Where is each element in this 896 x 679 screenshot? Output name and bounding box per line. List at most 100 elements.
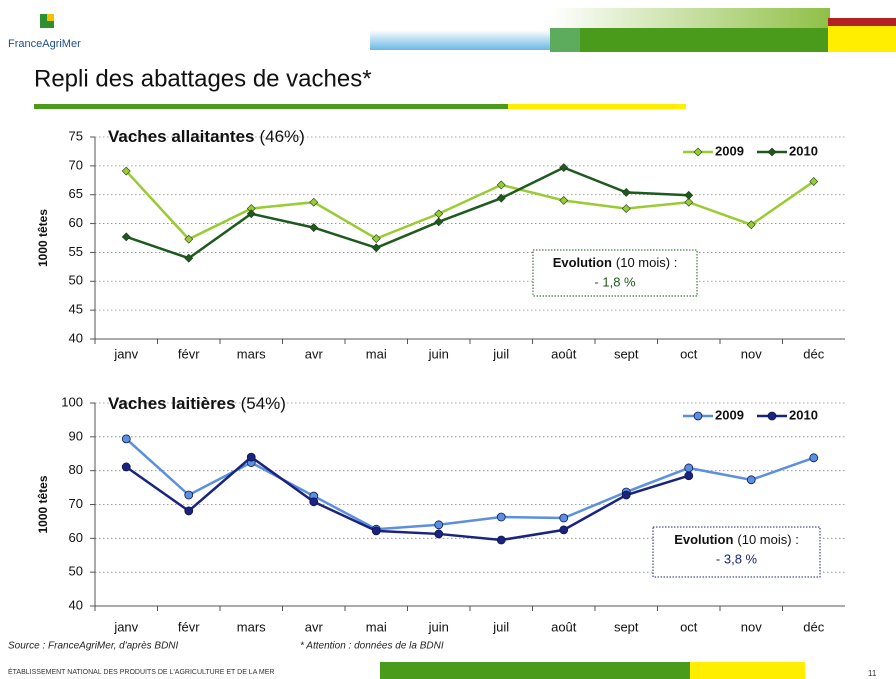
legend-marker bbox=[693, 411, 703, 421]
x-tick-label: avr bbox=[305, 619, 324, 634]
series-line bbox=[125, 437, 815, 531]
page-number: 11 bbox=[868, 669, 877, 678]
chart-title: Vaches laitières (54%) bbox=[108, 394, 286, 413]
annotation-box bbox=[532, 249, 698, 297]
marker bbox=[621, 490, 631, 500]
x-tick-label: juin bbox=[428, 346, 449, 361]
deco-bar bbox=[828, 18, 896, 26]
y-tick-label: 50 bbox=[69, 273, 83, 288]
deco-bar bbox=[580, 28, 828, 52]
y-tick-label: 45 bbox=[69, 302, 83, 317]
x-tick-label: janv bbox=[113, 346, 138, 361]
deco-bar bbox=[370, 30, 550, 50]
title-underline bbox=[508, 104, 686, 109]
legend-label: 2010 bbox=[789, 407, 818, 422]
marker bbox=[371, 234, 381, 244]
marker bbox=[559, 163, 569, 173]
chart-title-main: Vaches laitières bbox=[108, 394, 236, 413]
chart-title-share: (46%) bbox=[259, 127, 304, 146]
marker bbox=[121, 232, 131, 242]
x-tick-label: mars bbox=[237, 346, 266, 361]
marker bbox=[559, 525, 569, 535]
marker bbox=[184, 490, 194, 500]
marker bbox=[684, 463, 694, 473]
marker bbox=[309, 223, 319, 233]
marker bbox=[371, 243, 381, 253]
marker bbox=[559, 196, 569, 205]
legend-marker bbox=[693, 147, 703, 157]
legend-label: 2010 bbox=[789, 143, 818, 158]
y-tick-label: 40 bbox=[69, 330, 83, 345]
deco-bar bbox=[550, 8, 830, 28]
x-tick-label: mai bbox=[366, 619, 387, 634]
logo-text: FranceAgriMer bbox=[8, 38, 81, 50]
marker bbox=[434, 529, 444, 539]
marker bbox=[246, 209, 256, 219]
annotation-detail: (10 mois) : bbox=[616, 255, 677, 270]
legend-marker bbox=[767, 411, 777, 421]
marker bbox=[434, 217, 444, 227]
y-tick-label: 70 bbox=[69, 157, 83, 172]
marker bbox=[434, 520, 444, 530]
marker bbox=[684, 190, 694, 200]
marker bbox=[746, 475, 756, 485]
x-tick-label: févr bbox=[178, 346, 200, 361]
y-tick-label: 75 bbox=[69, 128, 83, 143]
marker bbox=[621, 204, 631, 213]
source-note: Source : FranceAgriMer, d'après BDNI bbox=[8, 641, 179, 652]
footer-bar bbox=[380, 662, 690, 679]
y-tick-label: 50 bbox=[69, 564, 83, 579]
legend-label: 2009 bbox=[715, 407, 744, 422]
deco-bar bbox=[550, 28, 580, 52]
marker bbox=[121, 166, 131, 176]
legend-label: 2009 bbox=[715, 143, 744, 158]
y-tick-label: 70 bbox=[69, 496, 83, 511]
x-tick-label: nov bbox=[741, 619, 762, 634]
marker bbox=[496, 193, 506, 203]
x-tick-label: mars bbox=[237, 619, 266, 634]
series-line bbox=[125, 170, 815, 241]
marker bbox=[684, 471, 694, 481]
marker bbox=[309, 497, 319, 507]
y-tick-label: 80 bbox=[69, 462, 83, 477]
series-line bbox=[125, 166, 689, 260]
annotation-label: Evolution (10 mois) : bbox=[553, 255, 678, 270]
annotation-box bbox=[652, 526, 821, 578]
y-tick-label: 60 bbox=[69, 215, 83, 230]
y-tick-label: 60 bbox=[69, 530, 83, 545]
x-tick-label: mai bbox=[366, 346, 387, 361]
chart-title-main: Vaches allaitantes bbox=[108, 127, 254, 146]
marker bbox=[809, 177, 819, 186]
x-tick-label: nov bbox=[741, 346, 762, 361]
x-tick-label: févr bbox=[178, 619, 200, 634]
logo-icon bbox=[47, 14, 54, 21]
x-tick-label: oct bbox=[680, 619, 698, 634]
slide-title: Repli des abattages de vaches* bbox=[34, 65, 372, 92]
annotation-key: Evolution bbox=[674, 532, 733, 547]
y-tick-label: 100 bbox=[61, 394, 83, 409]
legend-marker bbox=[767, 147, 777, 157]
marker bbox=[121, 434, 131, 444]
marker bbox=[746, 220, 756, 230]
y-axis-label: 1000 têtes bbox=[36, 475, 50, 533]
marker bbox=[496, 512, 506, 522]
chart-title: Vaches allaitantes (46%) bbox=[108, 127, 305, 146]
x-tick-label: sept bbox=[614, 619, 639, 634]
deco-bar bbox=[828, 26, 896, 52]
x-tick-label: août bbox=[551, 346, 577, 361]
marker bbox=[309, 197, 319, 207]
x-tick-label: avr bbox=[305, 346, 324, 361]
annotation-value: - 1,8 % bbox=[594, 274, 636, 289]
footer-bar bbox=[690, 662, 805, 679]
x-tick-label: juin bbox=[428, 619, 449, 634]
marker bbox=[371, 526, 381, 536]
x-tick-label: août bbox=[551, 619, 577, 634]
chart-title-share: (54%) bbox=[241, 394, 286, 413]
series-line bbox=[125, 455, 690, 542]
annotation-detail: (10 mois) : bbox=[737, 532, 798, 547]
marker bbox=[559, 513, 569, 523]
marker bbox=[121, 462, 131, 472]
footer-org: ÉTABLISSEMENT NATIONAL DES PRODUITS DE L… bbox=[8, 667, 275, 676]
x-tick-label: juil bbox=[492, 619, 509, 634]
annotation-key: Evolution bbox=[553, 255, 612, 270]
